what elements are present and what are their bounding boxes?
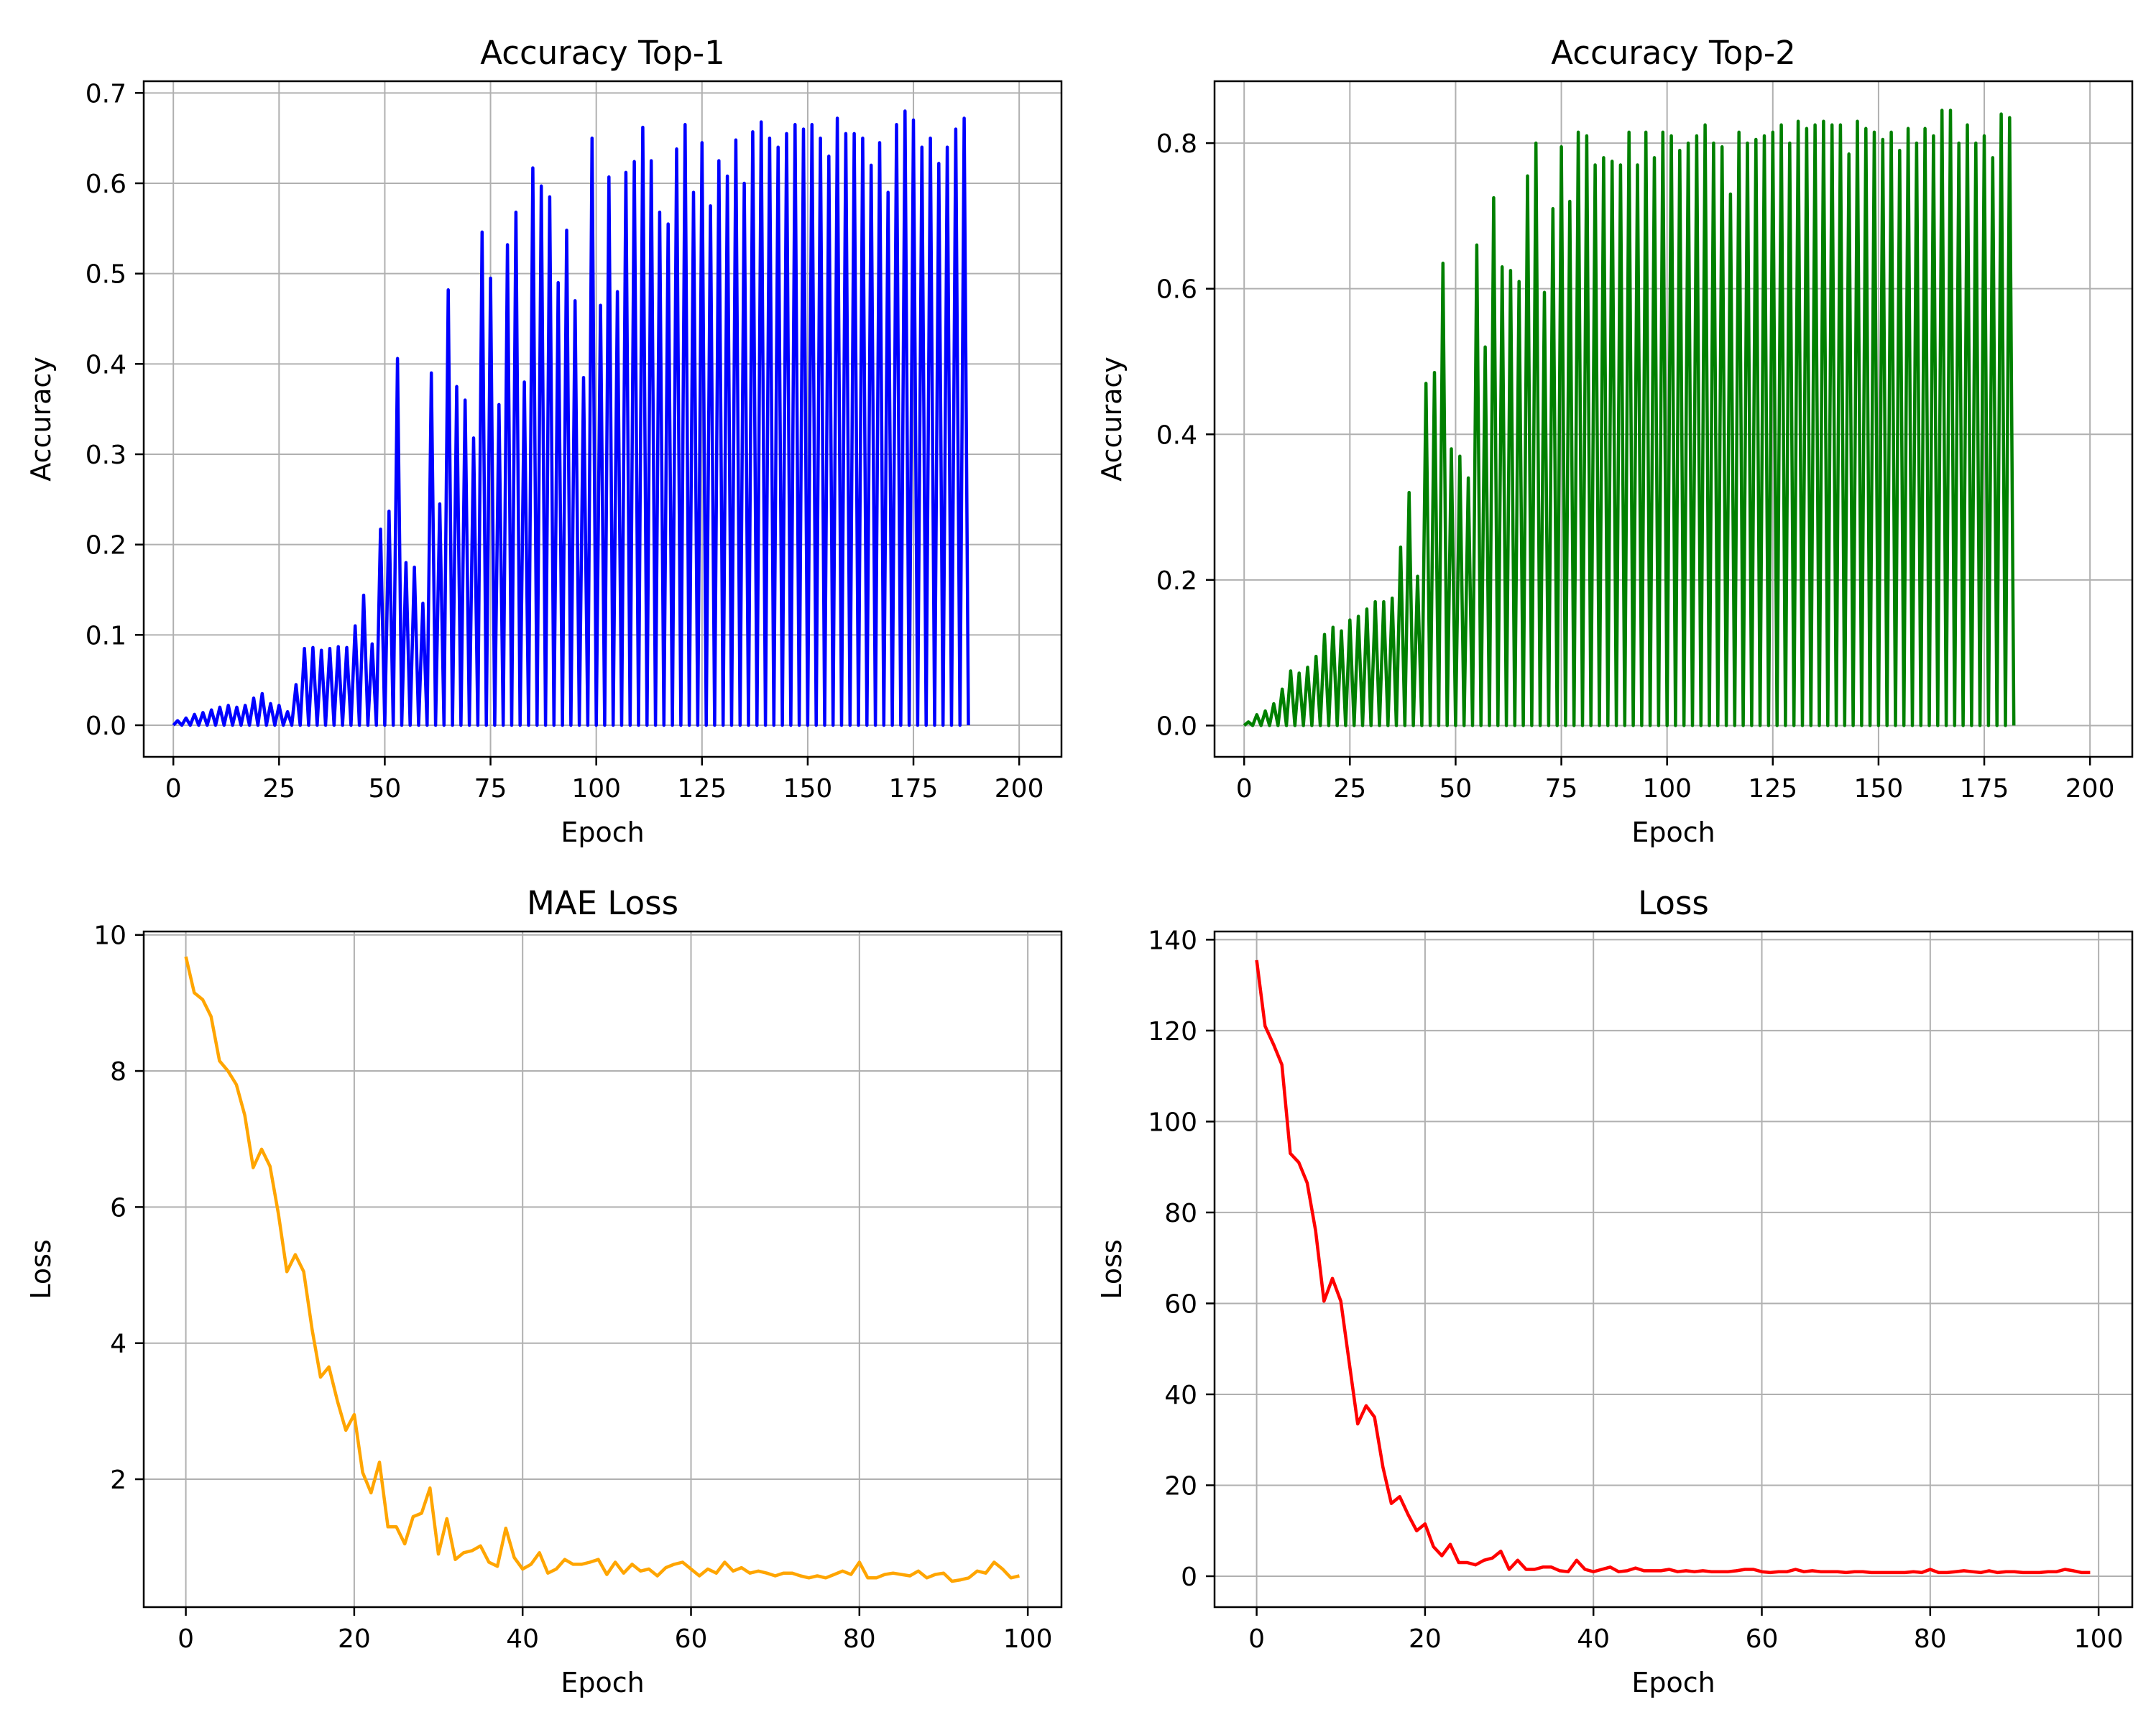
y-tick-label: 0.6 bbox=[1156, 275, 1197, 305]
x-tick-label: 20 bbox=[338, 1624, 371, 1654]
grid-lines bbox=[144, 932, 1061, 1607]
axes-frame bbox=[142, 80, 1063, 758]
x-tick-label: 50 bbox=[1439, 774, 1473, 804]
y-axis-label: Loss bbox=[1096, 1239, 1128, 1299]
x-axis-label: Epoch bbox=[561, 1667, 644, 1698]
series-line-group bbox=[1255, 960, 2091, 1575]
y-tick-label: 60 bbox=[1164, 1289, 1197, 1319]
tick-labels: 0 20 40 60 80 100 0 20 40 60 80 100 120 140 bbox=[1148, 926, 2123, 1654]
y-tick-label: 20 bbox=[1164, 1471, 1197, 1501]
panel-accuracy-top1: Accuracy Top-1 Epoch Accuracy 0 25 50 75 100… bbox=[25, 34, 1063, 848]
x-tick-label: 125 bbox=[677, 774, 727, 804]
x-tick-label: 75 bbox=[1545, 774, 1578, 804]
x-tick-label: 40 bbox=[506, 1624, 539, 1654]
tick-labels: 0 25 50 75 100 125 150 175 200 0.0 0.1 0.2 0.3 0.4 0.5… bbox=[86, 79, 1044, 804]
x-tick-label: 20 bbox=[1409, 1624, 1442, 1654]
y-tick-label: 40 bbox=[1164, 1381, 1197, 1410]
y-tick-label: 8 bbox=[110, 1057, 126, 1087]
x-axis-label: Epoch bbox=[1631, 1667, 1715, 1698]
y-tick-label: 4 bbox=[110, 1330, 126, 1359]
x-tick-label: 150 bbox=[783, 774, 833, 804]
y-tick-label: 0.4 bbox=[1156, 420, 1197, 450]
x-tick-label: 0 bbox=[1236, 774, 1253, 804]
x-tick-label: 200 bbox=[995, 774, 1044, 804]
x-tick-label: 100 bbox=[1003, 1624, 1053, 1654]
x-axis-label: Epoch bbox=[1631, 816, 1715, 848]
y-tick-label: 0 bbox=[1181, 1563, 1197, 1592]
x-tick-label: 175 bbox=[889, 774, 939, 804]
y-tick-label: 0.8 bbox=[1156, 129, 1197, 159]
x-tick-label: 60 bbox=[1746, 1624, 1779, 1654]
y-axis-label: Loss bbox=[25, 1239, 57, 1299]
x-tick-label: 25 bbox=[262, 774, 295, 804]
y-tick-label: 0.0 bbox=[86, 712, 126, 741]
chart-title: Accuracy Top-1 bbox=[480, 34, 725, 72]
series-line-group bbox=[1243, 109, 2016, 727]
y-axis-label: Accuracy bbox=[25, 356, 57, 482]
grid-lines bbox=[1215, 932, 2132, 1607]
y-tick-label: 100 bbox=[1148, 1108, 1197, 1137]
y-tick-label: 0.4 bbox=[86, 350, 126, 380]
y-tick-label: 2 bbox=[110, 1466, 126, 1495]
y-tick-label: 0.0 bbox=[1156, 712, 1197, 741]
x-tick-label: 50 bbox=[369, 774, 402, 804]
x-tick-label: 0 bbox=[165, 774, 182, 804]
y-tick-label: 0.3 bbox=[86, 441, 126, 470]
x-tick-label: 175 bbox=[1960, 774, 2009, 804]
y-tick-label: 0.5 bbox=[86, 260, 126, 290]
y-axis-label: Accuracy bbox=[1096, 356, 1128, 482]
series-line-group bbox=[172, 109, 970, 727]
y-tick-label: 0.2 bbox=[1156, 566, 1197, 596]
series-line-group bbox=[184, 956, 1020, 1583]
x-tick-label: 125 bbox=[1748, 774, 1797, 804]
x-tick-label: 60 bbox=[675, 1624, 708, 1654]
x-tick-label: 150 bbox=[1854, 774, 1904, 804]
y-tick-label: 0.1 bbox=[86, 621, 126, 650]
x-tick-label: 25 bbox=[1333, 774, 1366, 804]
panel-loss: Loss Epoch Loss 0 20 40 60 80 100 0 20 40 60 80 100… bbox=[1096, 884, 2134, 1698]
x-tick-label: 80 bbox=[843, 1624, 876, 1654]
y-tick-label: 0.2 bbox=[86, 531, 126, 561]
x-tick-label: 100 bbox=[2074, 1624, 2124, 1654]
y-tick-label: 6 bbox=[110, 1193, 126, 1223]
axes-frame bbox=[142, 930, 1063, 1609]
y-tick-label: 0.7 bbox=[86, 79, 126, 109]
x-tick-label: 200 bbox=[2065, 774, 2115, 804]
series-line bbox=[1255, 960, 2091, 1575]
series-line bbox=[184, 956, 1020, 1583]
y-tick-label: 80 bbox=[1164, 1199, 1197, 1228]
x-tick-label: 40 bbox=[1577, 1624, 1610, 1654]
tick-labels: 0 20 40 60 80 100 2 4 6 8 10 bbox=[93, 921, 1052, 1654]
x-tick-label: 100 bbox=[571, 774, 621, 804]
x-tick-label: 0 bbox=[178, 1624, 194, 1654]
series-line bbox=[172, 109, 970, 727]
panel-accuracy-top2: Accuracy Top-2 Epoch Accuracy 0 25 50 75 100… bbox=[1096, 34, 2134, 848]
x-tick-label: 100 bbox=[1642, 774, 1692, 804]
axes-frame bbox=[1213, 80, 2134, 758]
axes-frame bbox=[1213, 930, 2134, 1609]
chart-title: Accuracy Top-2 bbox=[1551, 34, 1796, 72]
chart-title: MAE Loss bbox=[527, 884, 678, 922]
y-tick-label: 120 bbox=[1148, 1017, 1197, 1046]
x-axis-label: Epoch bbox=[561, 816, 644, 848]
tick-labels: 0 25 50 75 100 125 150 175 200 0.0 0.2 0.4 0.6 0.8 bbox=[1156, 129, 2115, 804]
x-tick-label: 75 bbox=[474, 774, 507, 804]
chart-title: Loss bbox=[1638, 884, 1709, 922]
series-line bbox=[1243, 109, 2016, 727]
x-tick-label: 0 bbox=[1248, 1624, 1265, 1654]
panel-mae-loss: MAE Loss Epoch Loss 0 20 40 60 80 100 2 4 6 8 10 bbox=[25, 884, 1063, 1698]
y-tick-label: 140 bbox=[1148, 926, 1197, 955]
y-tick-label: 10 bbox=[93, 921, 126, 951]
x-tick-label: 80 bbox=[1914, 1624, 1947, 1654]
y-tick-label: 0.6 bbox=[86, 170, 126, 199]
